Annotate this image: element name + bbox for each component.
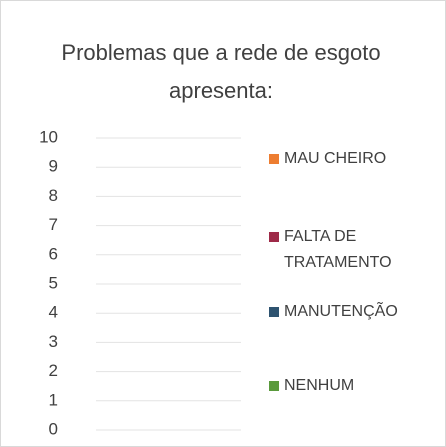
legend-item: FALTA DE TRATAMENTO	[269, 224, 434, 276]
legend-swatch	[269, 154, 279, 164]
legend-item: MANUTENÇÃO	[269, 299, 434, 325]
legend-label: MAU CHEIRO	[284, 150, 387, 167]
legend-swatch	[269, 307, 279, 317]
legend-label: MANUTENÇÃO	[284, 303, 398, 320]
y-tick-label: 0	[49, 419, 58, 438]
legend-label: FALTA DE TRATAMENTO	[284, 228, 392, 271]
y-tick-label: 2	[49, 361, 58, 380]
y-tick-label: 8	[49, 186, 58, 205]
y-tick-label: 9	[49, 157, 58, 176]
legend-item: NENHUM	[269, 373, 434, 399]
y-tick-label: 5	[49, 273, 58, 292]
y-tick-label: 4	[49, 303, 58, 322]
legend-swatch	[269, 232, 279, 242]
chart-title: Problemas que a rede de esgoto apresenta…	[61, 40, 381, 103]
y-tick-label: 7	[49, 215, 58, 234]
legend-item: MAU CHEIRO	[269, 146, 434, 172]
legend-label: NENHUM	[284, 377, 355, 394]
y-tick-label: 10	[39, 127, 58, 146]
y-tick-label: 1	[49, 390, 58, 409]
legend-swatch	[269, 381, 279, 391]
y-tick-label: 3	[49, 332, 58, 351]
y-tick-label: 6	[49, 244, 58, 263]
